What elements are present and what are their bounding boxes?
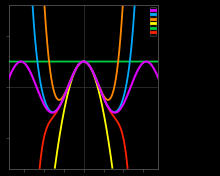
- Legend: , , , , , : , , , , ,: [150, 7, 156, 36]
